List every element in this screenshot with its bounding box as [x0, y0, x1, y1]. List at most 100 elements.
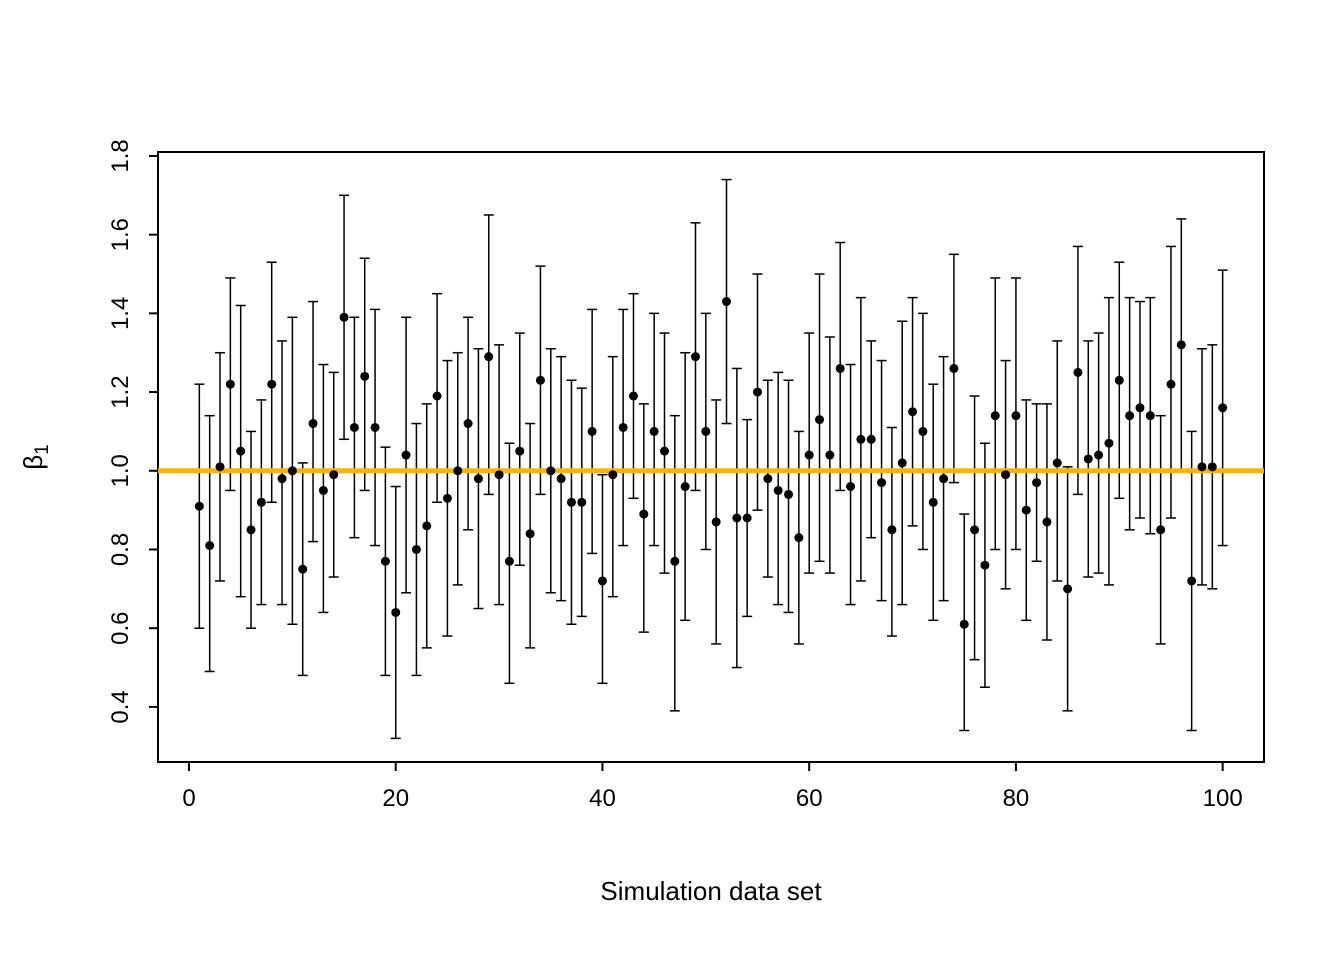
estimate-point	[339, 312, 349, 322]
estimate-point	[887, 525, 897, 535]
estimate-point	[939, 474, 949, 484]
estimate-point	[680, 482, 690, 492]
estimate-point	[329, 470, 339, 480]
estimate-point	[794, 533, 804, 543]
estimate-point	[1083, 454, 1093, 464]
estimate-point	[1176, 340, 1186, 350]
estimate-point	[753, 387, 763, 397]
y-tick-label: 1.0	[107, 454, 134, 487]
estimate-point	[277, 474, 287, 484]
estimate-point	[463, 419, 473, 429]
estimate-point	[442, 493, 452, 503]
estimate-point	[515, 446, 525, 456]
estimate-point	[701, 426, 711, 436]
estimate-point	[835, 363, 845, 373]
estimate-point	[298, 564, 308, 574]
y-tick-label: 0.4	[107, 690, 134, 723]
estimate-point	[970, 525, 980, 535]
estimate-point	[318, 485, 328, 495]
estimate-point	[391, 607, 401, 617]
estimate-point	[773, 485, 783, 495]
plot-box	[157, 151, 1265, 763]
y-axis-label: β1	[18, 444, 53, 470]
estimate-point	[1052, 458, 1062, 468]
y-tick-label: 0.6	[107, 612, 134, 645]
y-tick-label: 1.6	[107, 218, 134, 251]
estimate-point	[484, 352, 494, 362]
estimate-point	[1032, 478, 1042, 488]
x-tick-label: 80	[1003, 785, 1030, 812]
estimate-point	[742, 513, 752, 523]
estimate-point	[504, 556, 514, 566]
x-tick-label: 60	[796, 785, 823, 812]
estimate-point	[587, 426, 597, 436]
estimate-point	[949, 363, 959, 373]
estimate-point	[763, 474, 773, 484]
estimate-point	[1042, 517, 1052, 527]
estimate-point	[918, 426, 928, 436]
estimate-point	[432, 391, 442, 401]
y-axis: 0.4 0.6 0.8 1.0 1.2 1.4 1.6 1.8	[107, 139, 158, 724]
estimate-point	[308, 419, 318, 429]
estimate-point	[980, 560, 990, 570]
estimate-point	[1125, 411, 1135, 421]
estimate-point	[804, 450, 814, 460]
x-axis-label: Simulation data set	[600, 876, 822, 906]
estimate-point	[525, 529, 535, 539]
estimate-point	[732, 513, 742, 523]
estimate-point	[856, 434, 866, 444]
estimate-point	[422, 521, 432, 531]
estimate-point	[236, 446, 246, 456]
estimate-point	[194, 501, 204, 511]
y-tick-label: 1.4	[107, 297, 134, 330]
estimate-point	[1104, 438, 1114, 448]
estimate-point	[556, 474, 566, 484]
estimate-point	[494, 470, 504, 480]
estimate-point	[825, 450, 835, 460]
x-tick-label: 40	[589, 785, 616, 812]
estimate-point	[649, 426, 659, 436]
estimate-point	[370, 422, 380, 432]
estimate-point	[1207, 462, 1217, 472]
estimate-point	[846, 482, 856, 492]
estimate-point	[473, 474, 483, 484]
estimate-point	[877, 478, 887, 488]
y-axis-label-subscript: 1	[32, 444, 53, 455]
x-axis: 0 20 40 60 80 100	[182, 762, 1243, 812]
estimate-point	[411, 544, 421, 554]
estimate-point	[608, 470, 618, 480]
estimate-point	[1197, 462, 1207, 472]
estimate-point	[1011, 411, 1021, 421]
estimate-point	[1135, 403, 1145, 413]
estimate-point	[1001, 470, 1011, 480]
estimate-point	[597, 576, 607, 586]
x-tick-label: 0	[182, 785, 195, 812]
estimate-point	[267, 379, 277, 389]
x-tick-label: 20	[382, 785, 409, 812]
estimate-point	[256, 497, 266, 507]
estimate-point	[380, 556, 390, 566]
estimate-points	[194, 297, 1228, 629]
estimate-point	[1166, 379, 1176, 389]
estimate-point	[1094, 450, 1104, 460]
y-axis-label-base: β	[18, 455, 48, 470]
y-tick-label: 0.8	[107, 533, 134, 566]
estimate-point	[1187, 576, 1197, 586]
estimate-point	[535, 375, 545, 385]
estimate-point	[928, 497, 938, 507]
estimate-point	[990, 411, 1000, 421]
x-tick-label: 100	[1203, 785, 1243, 812]
estimate-point	[401, 450, 411, 460]
estimate-point	[618, 422, 628, 432]
estimate-point	[453, 466, 463, 476]
estimate-point	[959, 619, 969, 629]
estimate-point	[546, 466, 556, 476]
y-tick-label: 1.2	[107, 375, 134, 408]
estimate-point	[639, 509, 649, 519]
estimate-point	[1156, 525, 1166, 535]
estimate-point	[897, 458, 907, 468]
estimate-point	[225, 379, 235, 389]
estimate-point	[360, 371, 370, 381]
